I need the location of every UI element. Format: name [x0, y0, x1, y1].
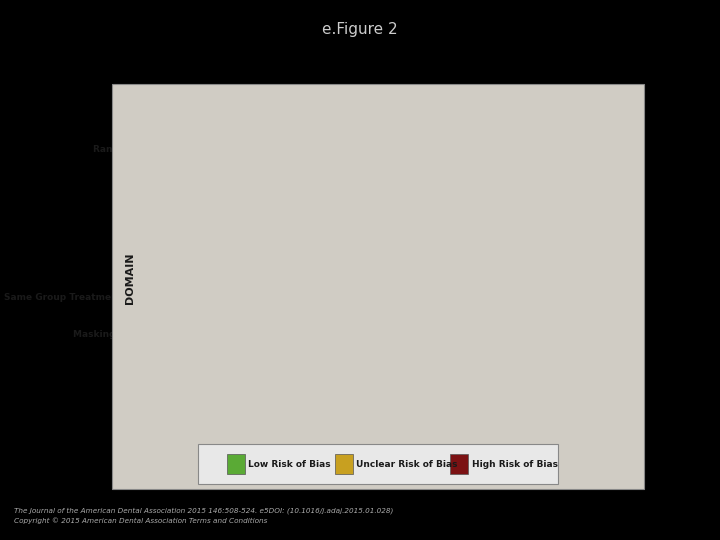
Text: Unclear Risk of Bias: Unclear Risk of Bias [356, 460, 458, 469]
Text: The Journal of the American Dental Association 2015 146:508-524. e5DOI: (10.1016: The Journal of the American Dental Assoc… [14, 507, 394, 514]
Bar [608, 174, 626, 196]
Bar [514, 323, 596, 345]
Bar [570, 286, 626, 307]
Text: High Risk of Bias: High Risk of Bias [472, 460, 557, 469]
Bar [458, 360, 540, 382]
Bar [596, 323, 626, 345]
Bar [446, 212, 514, 233]
Text: Low Risk of Bias: Low Risk of Bias [248, 460, 331, 469]
Bar [458, 137, 589, 159]
Bar [589, 137, 626, 159]
Bar [439, 249, 514, 271]
Bar [252, 286, 533, 307]
Bar [514, 212, 626, 233]
Bar [252, 397, 484, 419]
Bar [540, 360, 626, 382]
Bar [252, 212, 446, 233]
X-axis label: PERCENTAGE: PERCENTAGE [398, 450, 480, 460]
Text: DOMAIN: DOMAIN [125, 252, 135, 304]
Bar [346, 174, 608, 196]
Bar [589, 397, 626, 419]
Bar [514, 249, 626, 271]
Bar [252, 249, 439, 271]
Text: e.Figure 2: e.Figure 2 [322, 22, 398, 37]
Bar [533, 286, 570, 307]
Bar [252, 360, 458, 382]
Bar [484, 397, 589, 419]
Text: Copyright © 2015 American Dental Association Terms and Conditions: Copyright © 2015 American Dental Associa… [14, 517, 268, 524]
Bar [252, 137, 458, 159]
Bar [252, 174, 346, 196]
Bar [252, 323, 514, 345]
